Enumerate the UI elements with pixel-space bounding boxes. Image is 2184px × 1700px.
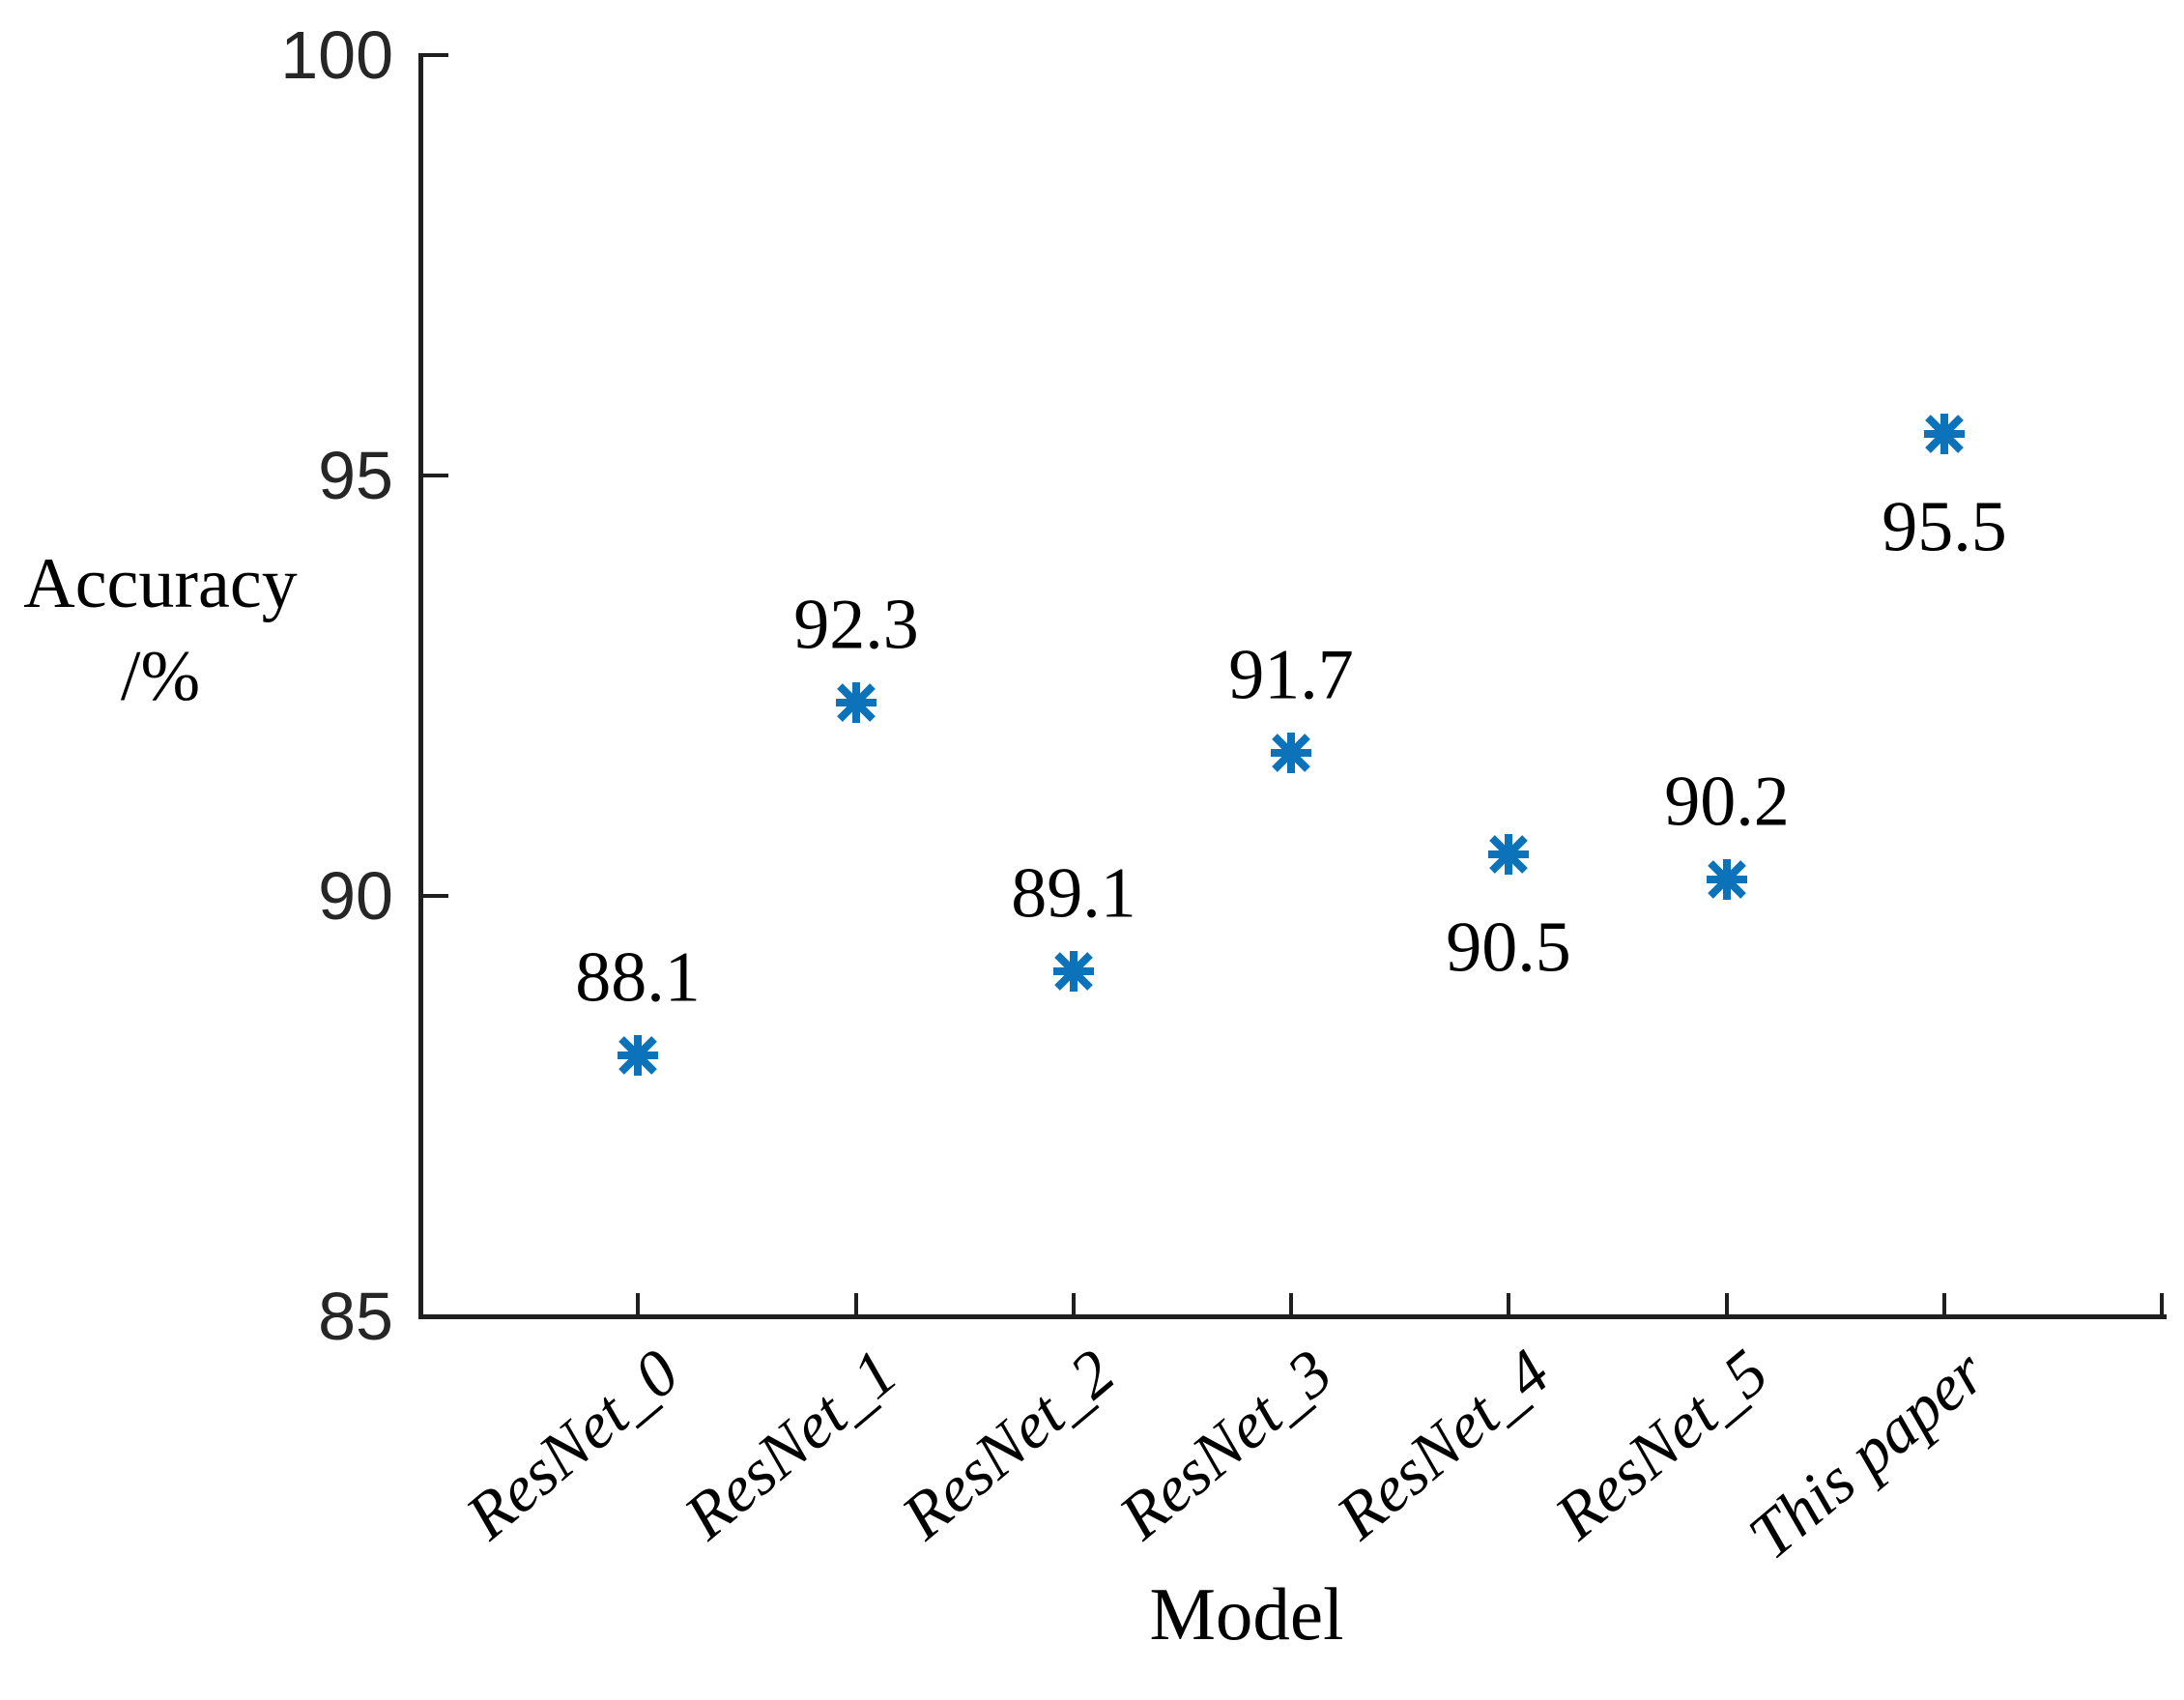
- y-axis-label-line2: /%: [120, 637, 201, 716]
- y-tick-label: 95: [318, 438, 393, 513]
- asterisk-marker: [1488, 834, 1529, 875]
- x-tick: [1289, 1293, 1293, 1314]
- x-axis-label: Model: [1149, 1572, 1344, 1656]
- x-tick: [854, 1293, 858, 1314]
- point-value-label: 90.5: [1446, 908, 1571, 988]
- point-value-label: 91.7: [1228, 635, 1354, 715]
- y-tick-label: 85: [318, 1279, 393, 1354]
- y-tick: [423, 474, 448, 477]
- y-axis-line: [418, 53, 423, 1319]
- y-tick: [423, 53, 448, 57]
- x-axis-line: [418, 1314, 2167, 1319]
- x-tick: [1507, 1293, 1510, 1314]
- point-value-label: 89.1: [1011, 853, 1136, 934]
- y-tick: [423, 894, 448, 898]
- x-axis-end-tick: [2160, 1293, 2164, 1314]
- y-axis-label: Accuracy /%: [0, 537, 321, 723]
- y-axis-label-line1: Accuracy: [23, 544, 298, 623]
- point-value-label: 88.1: [575, 937, 701, 1018]
- x-tick: [1725, 1293, 1729, 1314]
- point-value-label: 95.5: [1882, 487, 2007, 567]
- asterisk-marker: [1053, 951, 1094, 992]
- x-tick-label: ResNet_0: [451, 1335, 693, 1553]
- asterisk-marker: [836, 682, 876, 723]
- asterisk-marker: [1924, 414, 1965, 454]
- point-value-label: 92.3: [793, 585, 919, 665]
- y-tick-label: 90: [318, 858, 393, 934]
- point-value-label: 90.2: [1664, 762, 1790, 842]
- x-tick: [1072, 1293, 1076, 1314]
- asterisk-marker: [1707, 859, 1747, 900]
- asterisk-marker: [618, 1035, 658, 1076]
- x-tick: [636, 1293, 640, 1314]
- y-tick-label: 100: [280, 17, 393, 93]
- x-tick: [1942, 1293, 1946, 1314]
- asterisk-marker: [1271, 733, 1311, 773]
